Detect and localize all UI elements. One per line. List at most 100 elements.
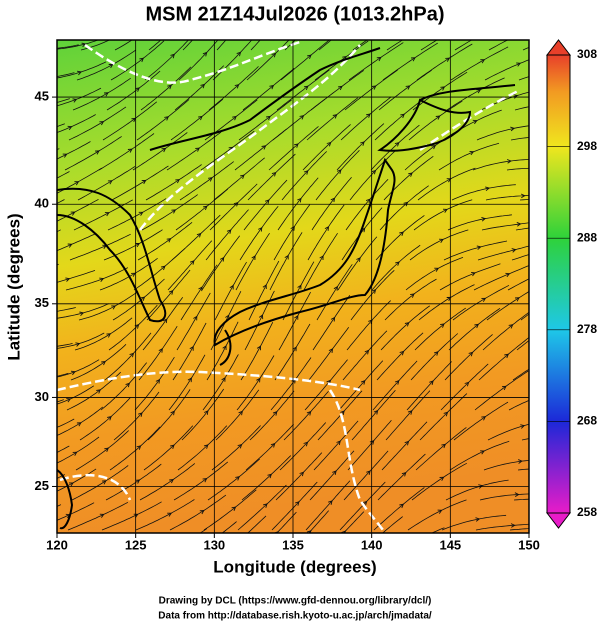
y-tick-label: 25 (35, 478, 49, 493)
streamline (68, 106, 127, 141)
credit: Data from http://database.rish.kyoto-u.a… (158, 611, 432, 622)
streamline (144, 40, 190, 81)
streamline (247, 153, 296, 201)
stream-arrow (539, 272, 543, 275)
stream-arrow (336, 169, 342, 175)
stream-arrow (127, 148, 133, 153)
streamline (57, 141, 91, 160)
stream-arrow (256, 377, 261, 383)
stream-arrow (238, 410, 243, 416)
streamline (57, 436, 100, 464)
streamline (412, 71, 468, 111)
stream-arrow (481, 416, 487, 421)
stream-arrow (294, 143, 299, 148)
streamline (238, 99, 292, 141)
stream-arrow (478, 484, 484, 489)
stream-arrow (94, 150, 100, 155)
streamline (57, 399, 64, 403)
streamline (179, 161, 234, 201)
stream-arrow (326, 141, 332, 147)
stream-arrow (429, 380, 434, 386)
stream-arrow (138, 211, 144, 216)
stream-arrow (511, 248, 517, 253)
streamline (511, 254, 529, 261)
y-tick-label: 45 (35, 89, 49, 104)
streamline (452, 284, 510, 321)
stream-arrow (67, 125, 73, 131)
korea-coast (57, 187, 167, 323)
stream-arrow (203, 444, 209, 449)
stream-arrow (505, 272, 511, 278)
streamline (270, 357, 312, 411)
stream-arrow (42, 184, 46, 188)
stream-arrow (434, 267, 440, 272)
stream-arrow (472, 119, 478, 125)
streamline (308, 510, 330, 533)
streamline (245, 424, 294, 471)
y-tick-label: 35 (35, 295, 49, 310)
stream-arrow (140, 296, 146, 302)
stream-arrow (235, 476, 240, 481)
streamline (474, 370, 529, 411)
stream-arrow (226, 229, 232, 234)
stream-arrow (67, 243, 73, 248)
stream-arrow (439, 238, 444, 243)
stream-arrow (236, 51, 242, 57)
stream-arrow (189, 345, 194, 351)
stream-arrow (77, 70, 82, 76)
contours (57, 40, 521, 533)
stream-arrow (189, 260, 195, 265)
streamline (420, 40, 438, 51)
streamline (409, 229, 469, 261)
streamline (514, 106, 529, 111)
streamline (337, 236, 378, 291)
japan-honshu (213, 157, 396, 347)
streamline (101, 501, 162, 531)
stream-arrow (394, 142, 400, 147)
streamline (482, 311, 529, 351)
stream-arrow (169, 444, 175, 450)
stream-arrow (243, 534, 247, 538)
streamline (347, 420, 392, 471)
stream-arrow (441, 443, 447, 449)
stream-arrow (139, 57, 145, 63)
stream-arrow (46, 311, 50, 315)
streamline (271, 481, 318, 531)
stream-arrow (272, 410, 278, 416)
stream-arrow (399, 231, 404, 237)
streamline (57, 171, 70, 179)
streamline (57, 418, 75, 428)
stream-arrow (40, 104, 44, 108)
stream-arrow (332, 114, 338, 119)
stream-arrow (330, 197, 336, 203)
stream-arrow (38, 377, 42, 381)
stream-arrow (362, 500, 368, 506)
stream-arrow (516, 221, 522, 227)
colorbar-tick-label: 288 (577, 230, 597, 244)
stream-arrow (475, 517, 481, 522)
streamline (453, 401, 509, 441)
stream-arrow (240, 174, 245, 179)
streamline (235, 232, 270, 291)
stream-arrow (166, 238, 172, 243)
stream-arrow (405, 85, 411, 90)
stream-arrow (471, 271, 476, 277)
streamline (310, 70, 365, 111)
stream-arrow (161, 147, 167, 153)
credit: Drawing by DCL (https://www.gfd-dennou.o… (159, 596, 432, 607)
stream-arrow (72, 451, 78, 456)
stream-arrow (62, 153, 68, 158)
streamline (342, 330, 388, 381)
streamline (177, 425, 228, 471)
streamline (418, 284, 475, 321)
stream-arrow (319, 255, 324, 261)
stream-arrow (101, 360, 106, 366)
streamline (71, 465, 129, 501)
streamline (306, 97, 359, 141)
streamline (72, 77, 131, 111)
streamline (417, 571, 480, 590)
streamline (57, 44, 79, 49)
streamline (303, 232, 338, 291)
x-tick-label: 145 (439, 537, 461, 552)
streamlines (38, 40, 543, 590)
